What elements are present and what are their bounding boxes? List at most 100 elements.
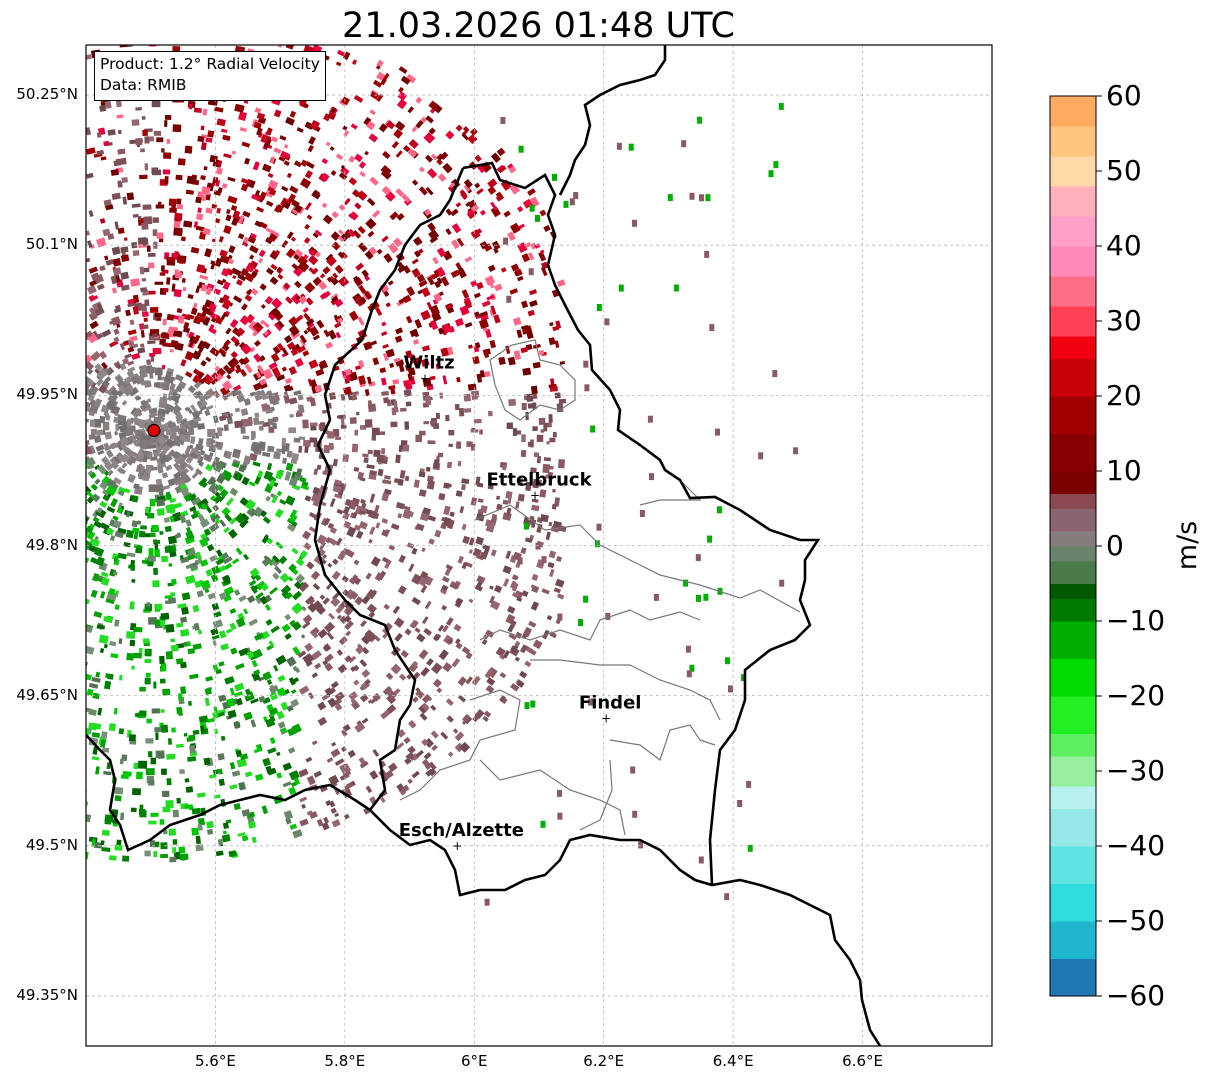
velocity-bin: [90, 589, 98, 598]
velocity-bin: [545, 531, 551, 541]
velocity-bin: [197, 422, 206, 430]
velocity-bin: [99, 648, 105, 654]
velocity-bin: [259, 283, 267, 291]
velocity-bin: [90, 350, 102, 362]
velocity-bin: [154, 312, 162, 318]
velocity-bin: [304, 223, 310, 230]
velocity-bin: [251, 648, 263, 660]
velocity-bin: [240, 426, 246, 434]
velocity-bin: [86, 555, 90, 564]
velocity-bin: [240, 178, 251, 185]
velocity-bin: [86, 285, 97, 295]
velocity-bin: [89, 419, 96, 427]
velocity-bin: [139, 686, 146, 692]
velocity-bin: [268, 233, 278, 242]
velocity-bin: [289, 397, 298, 405]
velocity-bin: [164, 525, 172, 533]
velocity-bin: [120, 254, 130, 262]
velocity-bin: [169, 207, 177, 214]
velocity-bin: [464, 322, 473, 328]
velocity-bin: [420, 666, 430, 677]
velocity-bin: [436, 687, 443, 694]
velocity-bin: [342, 125, 348, 131]
velocity-bin: [394, 120, 406, 132]
velocity-bin: [162, 790, 170, 798]
velocity-bin: [94, 464, 101, 471]
velocity-bin: [348, 691, 359, 701]
velocity-bin: [442, 662, 453, 673]
velocity-bin: [88, 434, 96, 440]
velocity-bin: [549, 386, 558, 392]
velocity-bin: [252, 461, 261, 467]
velocity-bin: [535, 362, 540, 368]
velocity-bin: [180, 686, 187, 695]
velocity-bin: [773, 161, 779, 169]
velocity-bin: [397, 513, 403, 519]
velocity-bin: [418, 471, 426, 478]
velocity-bin: [649, 473, 654, 481]
velocity-bin: [238, 111, 248, 121]
velocity-bin: [351, 574, 358, 581]
velocity-bin: [298, 581, 310, 593]
velocity-bin: [336, 614, 342, 620]
velocity-bin: [395, 327, 404, 335]
velocity-bin: [285, 462, 294, 472]
velocity-bin: [252, 443, 261, 453]
velocity-bin: [437, 173, 447, 183]
velocity-bin: [150, 355, 155, 362]
velocity-bin: [240, 408, 249, 416]
velocity-bin: [89, 320, 99, 330]
velocity-bin: [513, 350, 522, 361]
velocity-bin: [278, 555, 288, 565]
velocity-bin: [221, 343, 230, 352]
velocity-bin: [107, 129, 116, 136]
velocity-bin: [541, 556, 547, 564]
velocity-bin: [104, 771, 111, 776]
velocity-bin: [120, 812, 125, 821]
velocity-bin: [470, 229, 481, 240]
velocity-bin: [152, 229, 158, 237]
velocity-bin: [234, 663, 245, 670]
velocity-bin: [325, 341, 334, 350]
velocity-bin: [152, 169, 162, 176]
velocity-bin: [86, 801, 89, 806]
velocity-bin: [113, 477, 122, 485]
velocity-bin: [368, 340, 378, 347]
velocity-bin: [404, 475, 410, 482]
velocity-bin: [375, 522, 381, 529]
velocity-bin: [584, 384, 590, 392]
velocity-bin: [529, 299, 538, 308]
velocity-bin: [195, 844, 204, 852]
velocity-bin: [154, 619, 161, 627]
velocity-bin: [412, 269, 421, 278]
velocity-bin: [529, 289, 538, 296]
velocity-bin: [293, 437, 301, 443]
velocity-bin: [303, 254, 309, 260]
colorbar-tick-label: 0: [1106, 529, 1124, 562]
velocity-bin: [152, 217, 159, 223]
velocity-bin: [348, 155, 356, 163]
velocity-bin: [604, 318, 610, 326]
velocity-bin: [366, 376, 372, 385]
velocity-bin: [343, 197, 351, 206]
velocity-bin: [238, 595, 247, 603]
velocity-bin: [330, 277, 339, 286]
velocity-bin: [281, 449, 286, 455]
velocity-bin: [512, 592, 520, 599]
velocity-bin: [141, 324, 149, 330]
velocity-bin: [357, 225, 366, 235]
velocity-bin: [178, 708, 183, 716]
velocity-bin: [276, 448, 283, 453]
velocity-bin: [234, 103, 245, 113]
velocity-bin: [538, 349, 545, 356]
velocity-bin: [212, 769, 220, 775]
velocity-bin: [476, 188, 484, 195]
velocity-bin: [461, 478, 470, 485]
velocity-bin: [364, 250, 374, 260]
velocity-bin: [172, 839, 178, 845]
velocity-bin: [263, 142, 269, 149]
velocity-bin: [130, 807, 137, 813]
velocity-bin: [131, 578, 136, 583]
velocity-bin: [335, 153, 344, 161]
velocity-bin: [243, 418, 253, 427]
